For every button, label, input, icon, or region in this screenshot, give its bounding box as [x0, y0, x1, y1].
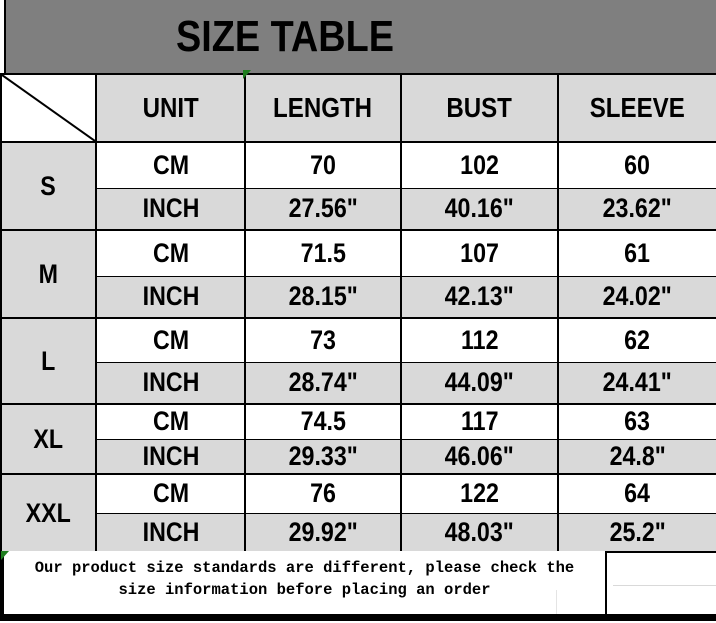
value-cell: 28.74" — [244, 361, 402, 405]
unit-cell: INCH — [95, 438, 246, 475]
diagonal-corner-cell — [0, 73, 97, 143]
note-line-1: Our product size standards are different… — [34, 559, 575, 577]
header-row: UNIT LENGTH BUST SLEEVE — [0, 73, 716, 143]
col-header-sleeve: SLEEVE — [557, 73, 716, 143]
value-cell: 117 — [400, 403, 559, 440]
value-cell: 28.15" — [244, 275, 402, 319]
value-cell: 24.02" — [557, 275, 716, 319]
table-row: XXL CM 76 122 64 — [0, 473, 716, 553]
unit-cell: INCH — [95, 512, 246, 553]
unit-cell: CM — [95, 141, 246, 189]
faint-gridline-vertical — [556, 590, 557, 614]
size-label-xl: XL — [0, 403, 97, 475]
table-row: INCH 28.15" 42.13" 24.02" — [1, 275, 716, 319]
value-cell: 61 — [557, 229, 716, 277]
value-cell: 62 — [557, 317, 716, 363]
value-cell: 107 — [400, 229, 559, 277]
value-cell: 70 — [244, 141, 402, 189]
value-cell: 29.33" — [244, 438, 402, 475]
unit-cell: INCH — [95, 275, 246, 319]
size-table: UNIT LENGTH BUST SLEEVE S CM 70 102 60 I… — [0, 73, 716, 553]
value-cell: 71.5 — [244, 229, 402, 277]
size-label-m: M — [0, 229, 97, 319]
value-cell: 122 — [400, 473, 559, 514]
unit-cell: CM — [95, 229, 246, 277]
value-cell: 29.92" — [244, 512, 402, 553]
unit-cell: INCH — [95, 187, 246, 231]
table-row: L CM 73 112 62 — [0, 317, 716, 405]
value-cell: 24.8" — [557, 438, 716, 475]
value-cell: 76 — [244, 473, 402, 514]
value-cell: 74.5 — [244, 403, 402, 440]
size-label-xxl: XXL — [0, 473, 97, 553]
value-cell: 25.2" — [557, 512, 716, 553]
note-box: Our product size standards are different… — [0, 551, 607, 614]
table-row: S CM 70 102 60 — [0, 141, 716, 231]
value-cell: 24.41" — [557, 361, 716, 405]
value-cell: 27.56" — [244, 187, 402, 231]
table-row: M CM 71.5 107 61 — [0, 229, 716, 319]
value-cell: 73 — [244, 317, 402, 363]
value-cell: 64 — [557, 473, 716, 514]
value-cell: 40.16" — [400, 187, 559, 231]
col-header-sleeve-label: SLEEVE — [589, 92, 686, 123]
value-cell: 48.03" — [400, 512, 559, 553]
faint-gridline-horizontal — [613, 585, 716, 586]
bottom-border-bar — [0, 614, 716, 621]
green-triangle-marker-icon — [1, 551, 9, 560]
table-row: XL CM 74.5 117 63 — [0, 403, 716, 475]
value-cell: 46.06" — [400, 438, 559, 475]
unit-cell: CM — [95, 473, 246, 514]
col-header-unit: UNIT — [95, 73, 246, 143]
unit-cell: CM — [95, 317, 246, 363]
table-row: INCH 29.33" 46.06" 24.8" — [1, 438, 716, 475]
col-header-bust: BUST — [400, 73, 559, 143]
col-header-length-label: LENGTH — [273, 92, 373, 123]
size-label-s: S — [0, 141, 97, 231]
note-line-2: size information before placing an order — [118, 581, 491, 599]
page-title: SIZE TABLE — [176, 11, 394, 61]
table-row: INCH 29.92" 48.03" 25.2" — [1, 512, 716, 553]
table-row: INCH 28.74" 44.09" 24.41" — [1, 361, 716, 405]
table-row: INCH 27.56" 40.16" 23.62" — [1, 187, 716, 231]
title-bar: SIZE TABLE — [4, 0, 716, 73]
col-header-length: LENGTH — [244, 73, 402, 143]
value-cell: 60 — [557, 141, 716, 189]
value-cell: 102 — [400, 141, 559, 189]
value-cell: 112 — [400, 317, 559, 363]
value-cell: 63 — [557, 403, 716, 440]
value-cell: 42.13" — [400, 275, 559, 319]
col-header-bust-label: BUST — [446, 92, 513, 123]
value-cell: 23.62" — [557, 187, 716, 231]
value-cell: 44.09" — [400, 361, 559, 405]
unit-cell: CM — [95, 403, 246, 440]
diagonal-line-icon — [2, 75, 95, 141]
size-label-l: L — [0, 317, 97, 405]
unit-cell: INCH — [95, 361, 246, 405]
green-triangle-marker-icon — [243, 70, 251, 79]
col-header-unit-label: UNIT — [142, 92, 199, 123]
